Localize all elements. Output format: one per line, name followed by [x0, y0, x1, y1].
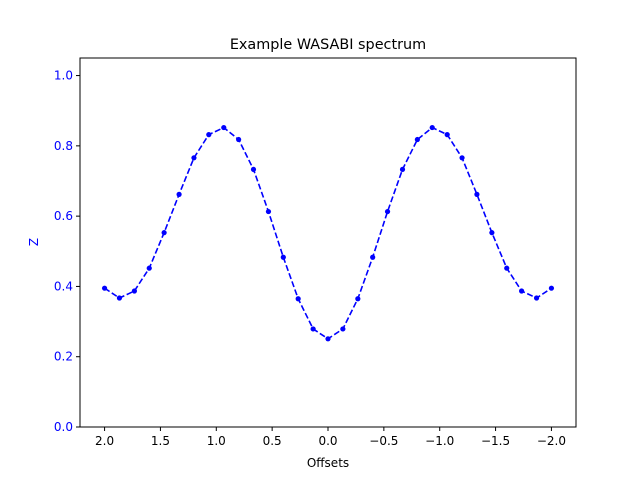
x-tick-label: −1.0 — [425, 434, 454, 448]
y-tick-label: 1.0 — [54, 69, 73, 83]
data-point — [310, 326, 316, 332]
x-axis-label: Offsets — [307, 456, 349, 470]
data-point — [280, 254, 286, 260]
x-tick-label: −2.0 — [537, 434, 566, 448]
data-point — [191, 155, 197, 161]
data-point — [399, 166, 406, 173]
y-tick-label: 0.6 — [54, 209, 73, 223]
data-point — [444, 132, 450, 138]
data-point — [429, 124, 435, 131]
data-point — [265, 208, 272, 215]
data-point — [548, 285, 555, 291]
data-point — [504, 265, 510, 271]
data-point — [221, 124, 227, 131]
data-point — [250, 166, 257, 173]
plot-area: 2.0 1.5 1.0 0.5 0.0 −0.5 −1.0 −1.5 −2.0 0.0 0.2 0.4… — [54, 57, 577, 448]
data-point — [206, 132, 212, 138]
y-tick-label: 0.0 — [54, 420, 73, 434]
data-point — [533, 295, 540, 301]
data-point — [176, 191, 182, 197]
y-axis-label: Z — [27, 238, 41, 246]
x-tick-label: 1.5 — [151, 434, 170, 448]
data-point — [236, 136, 242, 143]
data-point — [340, 326, 346, 332]
data-point — [474, 191, 480, 197]
data-point — [325, 336, 331, 342]
data-point — [131, 288, 138, 294]
x-tick-label: 1.0 — [207, 434, 226, 448]
chart-title: Example WASABI spectrum — [230, 37, 426, 53]
data-point — [355, 296, 361, 302]
data-point — [146, 265, 152, 271]
data-point — [116, 295, 123, 301]
data-point — [459, 155, 465, 161]
x-tick-label: −0.5 — [369, 434, 398, 448]
x-tick-label: −1.5 — [481, 434, 510, 448]
data-point — [518, 288, 525, 294]
x-tick-label: 0.5 — [263, 434, 282, 448]
data-point — [161, 230, 167, 236]
data-point — [489, 230, 495, 236]
data-point — [384, 208, 391, 215]
x-tick-label: 2.0 — [95, 434, 114, 448]
data-point — [101, 285, 108, 291]
data-point — [370, 254, 376, 260]
y-tick-label: 0.2 — [54, 350, 73, 364]
y-tick-label: 0.4 — [54, 279, 73, 293]
y-tick-label: 0.8 — [54, 139, 73, 153]
x-tick-label: 0.0 — [318, 434, 337, 448]
data-point — [414, 136, 420, 143]
data-point — [295, 296, 301, 302]
